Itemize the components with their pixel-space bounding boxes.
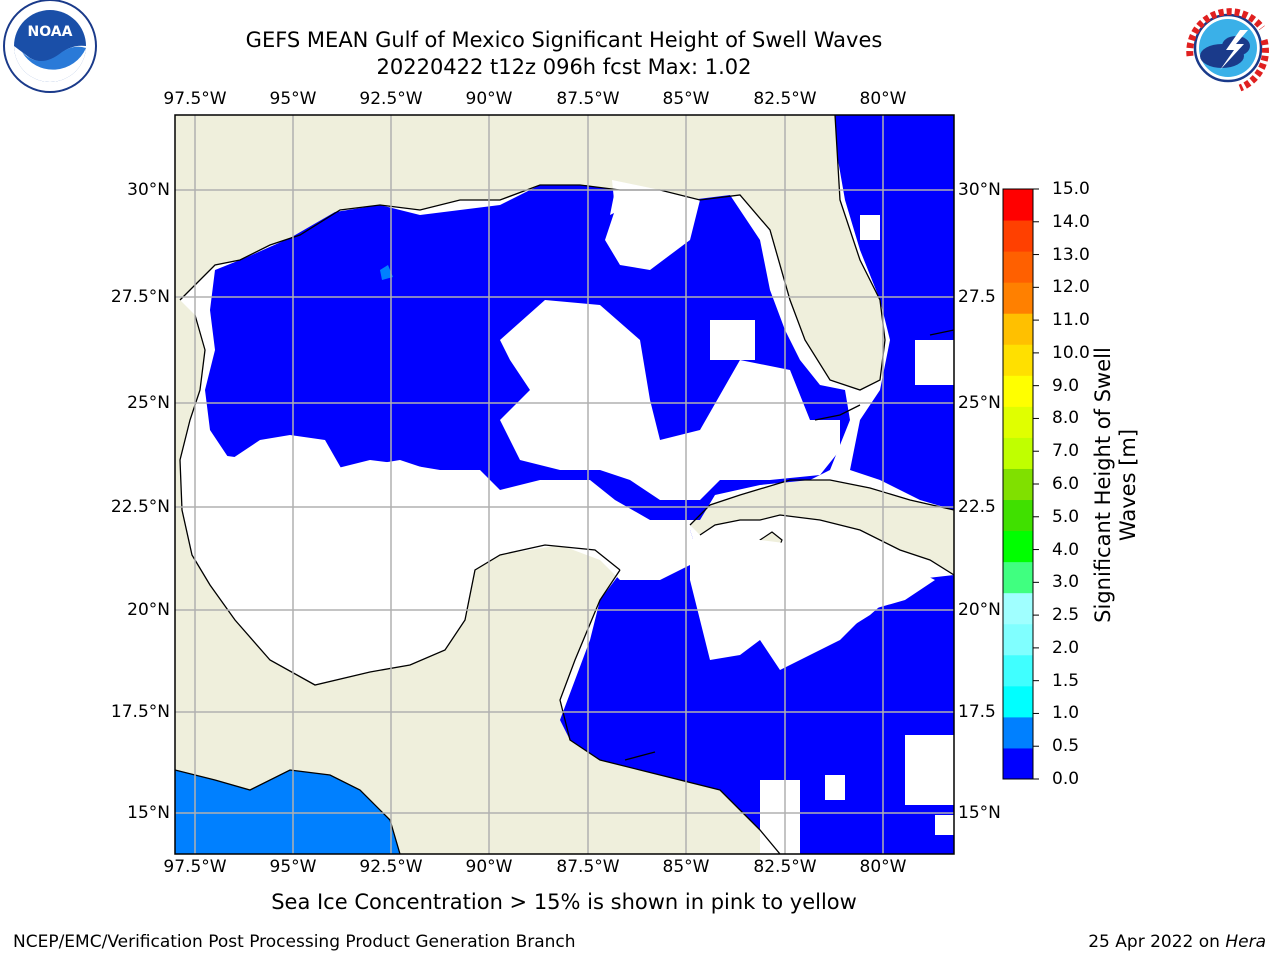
swell-field-mid	[175, 770, 400, 854]
noaa-logo-icon: NOAA	[3, 0, 97, 93]
colorbar-tick-label: 4.0	[1052, 539, 1080, 560]
lon-tick-bottom: 80°W	[859, 857, 907, 877]
colorbar-tick-label: 1.0	[1052, 703, 1080, 724]
colorbar-tick-label: 1.5	[1052, 670, 1080, 691]
lat-tick-left: 22.5°N	[110, 497, 170, 517]
sea-ice-footnote: Sea Ice Concentration > 15% is shown in …	[271, 890, 857, 914]
colorbar-segment	[1003, 313, 1033, 345]
colorbar-tick-label: 13.0	[1052, 244, 1090, 265]
lat-tick-left: 15°N	[127, 803, 170, 823]
colorbar-tick-label: 8.0	[1052, 408, 1080, 429]
colorbar-segment	[1003, 251, 1033, 283]
colorbar-segment	[1003, 561, 1033, 594]
colorbar-tick-label: 0.5	[1052, 736, 1080, 757]
map-title: GEFS MEAN Gulf of Mexico Significant Hei…	[245, 28, 883, 52]
colorbar-segment	[1003, 189, 1033, 221]
lat-tick-right: 15°N	[958, 803, 1001, 823]
colorbar-tick-label: 6.0	[1052, 474, 1080, 494]
colorbar-segment	[1003, 716, 1033, 749]
colorbar-tick-label: 0.0	[1052, 769, 1080, 789]
colorbar-segment	[1003, 592, 1033, 625]
lon-tick-bottom: 95°W	[269, 857, 317, 877]
lon-tick-top: 87.5°W	[556, 89, 620, 109]
lon-tick-top: 80°W	[859, 89, 907, 109]
colorbar-tick-label: 15.0	[1052, 179, 1090, 199]
colorbar-label: Significant Height of Swell Waves [m]	[1091, 347, 1140, 623]
map-subtitle: 20220422 t12z 096h fcst Max: 1.02	[376, 55, 752, 79]
colorbar-tick-label: 10.0	[1052, 342, 1090, 363]
colorbar-tick-label: 9.0	[1052, 375, 1080, 396]
lon-tick-bottom: 90°W	[465, 857, 513, 877]
lon-tick-top: 95°W	[269, 89, 317, 109]
lon-tick-top: 97.5°W	[163, 89, 227, 109]
colorbar-segment	[1003, 282, 1033, 314]
colorbar-tick-label: 5.0	[1052, 506, 1080, 527]
colorbar-segment	[1003, 654, 1033, 687]
colorbar-tick-label: 2.5	[1052, 605, 1080, 626]
swell-field-nodata	[190, 180, 954, 854]
lat-tick-left: 30°N	[127, 180, 170, 200]
colorbar-segment	[1003, 623, 1033, 656]
lat-tick-right: 17.5	[958, 702, 996, 722]
lon-tick-bottom: 82.5°W	[753, 857, 817, 877]
lat-tick-right: 27.5	[958, 287, 996, 307]
lat-tick-left: 20°N	[127, 600, 170, 620]
lat-tick-left: 27.5°N	[110, 287, 170, 307]
lon-tick-bottom: 85°W	[662, 857, 710, 877]
colorbar-tick-label: 3.0	[1052, 572, 1080, 593]
colorbar-segment	[1003, 685, 1033, 718]
colorbar-tick-label: 2.0	[1052, 637, 1080, 658]
lon-tick-bottom: 97.5°W	[163, 857, 227, 877]
lon-tick-top: 85°W	[662, 89, 710, 109]
colorbar-segment	[1003, 499, 1033, 532]
colorbar-tick-label: 14.0	[1052, 211, 1090, 232]
colorbar-tick-label: 11.0	[1052, 310, 1090, 331]
colorbar-frame	[1002, 188, 1034, 780]
lat-tick-right: 25°N	[958, 393, 1001, 413]
map-frame	[174, 114, 955, 855]
lat-tick-right: 30°N	[958, 180, 1001, 200]
lat-tick-right: 20°N	[958, 600, 1001, 620]
lat-tick-left: 17.5°N	[110, 702, 170, 722]
colorbar-segment	[1003, 406, 1033, 438]
colorbar-segment	[1003, 530, 1033, 563]
lat-tick-right: 22.5	[958, 497, 996, 517]
colorbar-segment	[1003, 220, 1033, 252]
colorbar-tick-label: 7.0	[1052, 441, 1080, 462]
lat-tick-left: 25°N	[127, 393, 170, 413]
cuba-land	[690, 480, 954, 575]
colorbar-segment	[1003, 468, 1033, 501]
colorbar-tick-label: 12.0	[1052, 277, 1090, 298]
lon-tick-top: 92.5°W	[359, 89, 423, 109]
svg-text:NOAA: NOAA	[28, 24, 73, 40]
lon-tick-top: 90°W	[465, 89, 513, 109]
nws-logo-icon	[1180, 0, 1276, 96]
colorbar-segment	[1003, 747, 1033, 780]
lon-tick-top: 82.5°W	[753, 89, 817, 109]
host-name: Hera	[1225, 932, 1266, 952]
lon-tick-bottom: 92.5°W	[359, 857, 423, 877]
producer-credit: NCEP/EMC/Verification Post Processing Pr…	[13, 932, 576, 952]
graticule	[175, 115, 954, 854]
run-date: 25 Apr 2022 on	[1088, 932, 1226, 952]
colorbar-segment	[1003, 437, 1033, 469]
colorbar-segment	[1003, 375, 1033, 407]
colorbar-segment	[1003, 344, 1033, 376]
lon-tick-bottom: 87.5°W	[556, 857, 620, 877]
swell-spot-mid	[380, 265, 393, 280]
run-date-credit: 25 Apr 2022 on Hera	[1088, 932, 1266, 952]
colorbar	[1003, 188, 1039, 780]
